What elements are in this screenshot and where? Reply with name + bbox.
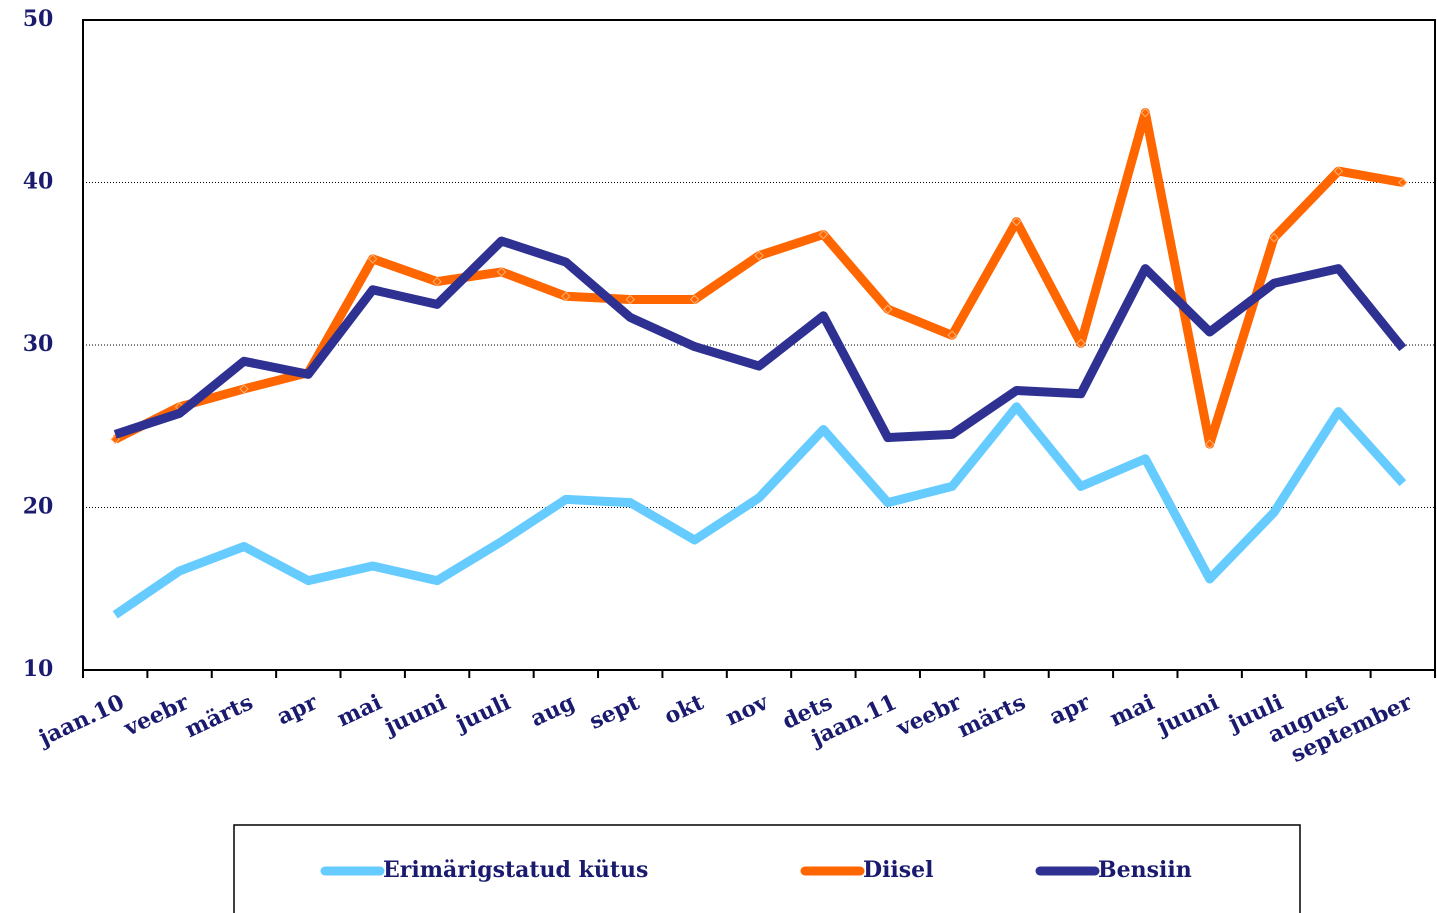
- x-tick-label: juuli: [450, 689, 514, 737]
- series-line: [112, 402, 1407, 619]
- x-tick-label: nov: [722, 689, 773, 731]
- legend-label: Bensiin: [1098, 857, 1192, 883]
- series-marker: [1269, 233, 1279, 243]
- series-marker: [754, 250, 764, 261]
- series-line: [113, 108, 1404, 449]
- series-marker: [947, 330, 957, 340]
- x-tick-label: juuni: [379, 689, 450, 741]
- series-marker: [1333, 166, 1344, 176]
- series-marker: [1011, 216, 1022, 227]
- x-tick-label: märts: [954, 689, 1030, 743]
- legend-label: Erimärigstatud kütus: [383, 857, 648, 883]
- x-tick-label: jaan.10: [33, 689, 128, 752]
- series-marker: [432, 276, 442, 287]
- y-tick-label: 20: [23, 494, 54, 520]
- series-marker: [1076, 338, 1086, 349]
- x-tick-label: veebr: [119, 689, 193, 742]
- x-tick-label: mai: [1106, 689, 1159, 732]
- series-marker: [818, 229, 829, 240]
- x-tick-label: märts: [181, 689, 257, 743]
- series-line: [113, 236, 1407, 443]
- series-marker: [689, 294, 700, 305]
- series-marker: [368, 254, 378, 264]
- series-marker: [1398, 177, 1408, 188]
- legend-label: Diisel: [863, 857, 934, 883]
- series-marker: [496, 267, 507, 277]
- y-tick-label: 40: [23, 169, 54, 195]
- x-tick-label: apr: [1046, 689, 1095, 730]
- series-marker: [1204, 439, 1215, 449]
- y-tick-label: 30: [23, 331, 54, 357]
- x-tick-label: juuni: [1152, 689, 1223, 741]
- series-marker: [883, 304, 893, 314]
- series-marker: [561, 291, 571, 301]
- y-tick-label: 50: [23, 6, 54, 32]
- y-tick-label: 10: [23, 656, 54, 682]
- x-tick-label: apr: [273, 689, 322, 730]
- x-tick-label: okt: [660, 689, 708, 730]
- x-tick-label: sept: [585, 689, 644, 735]
- x-tick-label: veebr: [892, 689, 966, 742]
- series-marker: [625, 294, 635, 305]
- series-marker: [239, 384, 249, 394]
- legend-box: [233, 824, 1301, 913]
- x-tick-label: aug: [527, 689, 579, 732]
- series-marker: [1140, 107, 1150, 118]
- x-tick-label: mai: [333, 689, 386, 732]
